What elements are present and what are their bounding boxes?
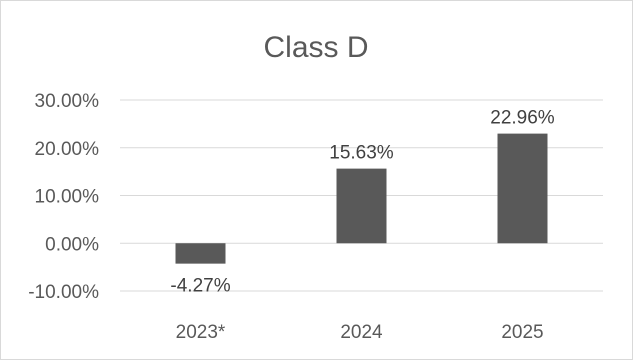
data-labels: -4.27% 15.63% 22.96%: [170, 108, 554, 297]
bar-2025: [497, 133, 548, 244]
data-label: -4.27%: [170, 276, 230, 297]
x-tick-label: 2023*: [176, 322, 226, 343]
x-tick-label: 2025: [501, 322, 543, 343]
y-tick-label: -10.00%: [28, 282, 99, 303]
x-axis-tick-labels: 2023* 2024 2025: [176, 322, 544, 343]
data-label: 15.63%: [329, 143, 394, 164]
y-tick-label: 0.00%: [45, 234, 99, 255]
y-axis-tick-labels: 30.00% 20.00% 10.00% 0.00% -10.00%: [28, 91, 99, 303]
bar-2024: [336, 168, 387, 244]
y-tick-label: 30.00%: [35, 91, 100, 112]
y-tick-label: 20.00%: [35, 139, 100, 160]
data-label: 22.96%: [490, 108, 555, 129]
y-tick-label: 10.00%: [35, 187, 100, 208]
bars: [175, 133, 548, 264]
chart-title: Class D: [263, 31, 368, 64]
x-tick-label: 2024: [340, 322, 383, 343]
bar-2023: [175, 243, 226, 264]
